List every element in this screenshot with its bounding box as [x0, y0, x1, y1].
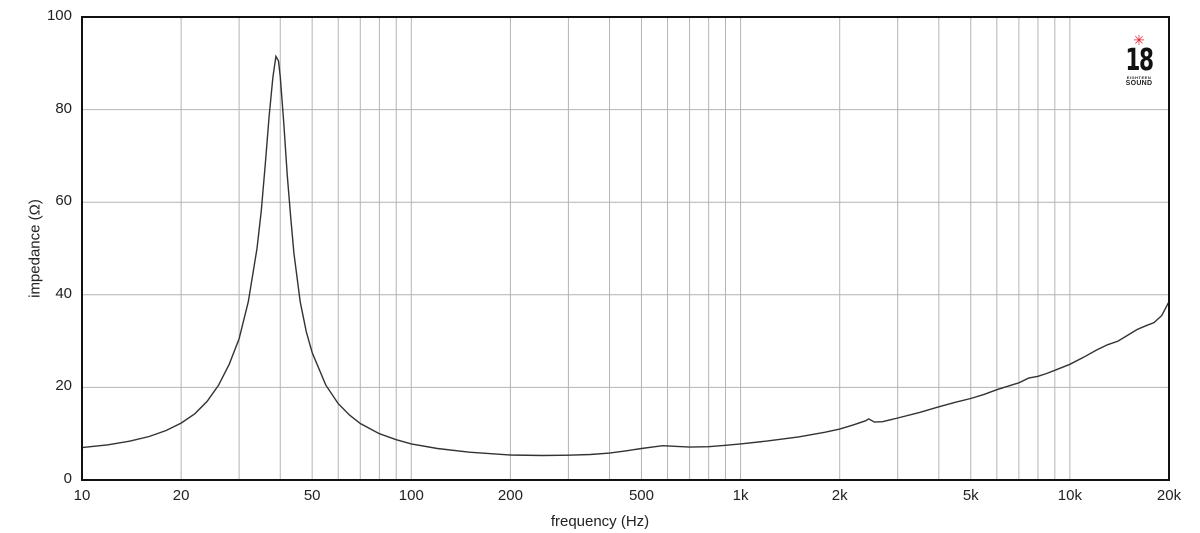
y-axis-label: impedance (Ω) — [26, 199, 44, 298]
y-tick-label: 100 — [46, 7, 72, 24]
y-tick-label: 20 — [55, 377, 72, 395]
x-tick-label: 500 — [628, 487, 654, 504]
brand-logo: ✳ 18 EIGHTEEN SOUND — [1117, 33, 1161, 95]
x-tick-label: 20 — [172, 487, 190, 504]
x-tick-label: 1k — [732, 487, 749, 504]
y-tick-label: 0 — [63, 470, 72, 487]
x-tick-label: 10 — [73, 487, 91, 504]
y-tick-label: 60 — [55, 192, 72, 210]
star-icon: ✳ — [1133, 32, 1145, 48]
logo-line2: SOUND — [1125, 80, 1153, 87]
y-tick-label: 80 — [55, 99, 72, 117]
logo-line1: EIGHTEEN — [1126, 75, 1152, 80]
x-axis-label: frequency (Hz) — [550, 513, 650, 530]
x-tick-label: 2k — [831, 487, 848, 504]
x-tick-label: 100 — [398, 487, 424, 504]
y-tick-label: 40 — [55, 284, 72, 302]
x-tick-label: 20k — [1156, 487, 1182, 504]
x-tick-label: 5k — [962, 487, 979, 504]
x-tick-label: 200 — [497, 487, 523, 504]
x-tick-label: 10k — [1057, 487, 1082, 504]
logo-number: 18 — [1125, 43, 1154, 78]
chart-gridlines — [81, 16, 1170, 481]
plot-frame — [81, 16, 1170, 481]
x-tick-label: 50 — [303, 487, 321, 504]
impedance-curve — [81, 54, 1170, 457]
